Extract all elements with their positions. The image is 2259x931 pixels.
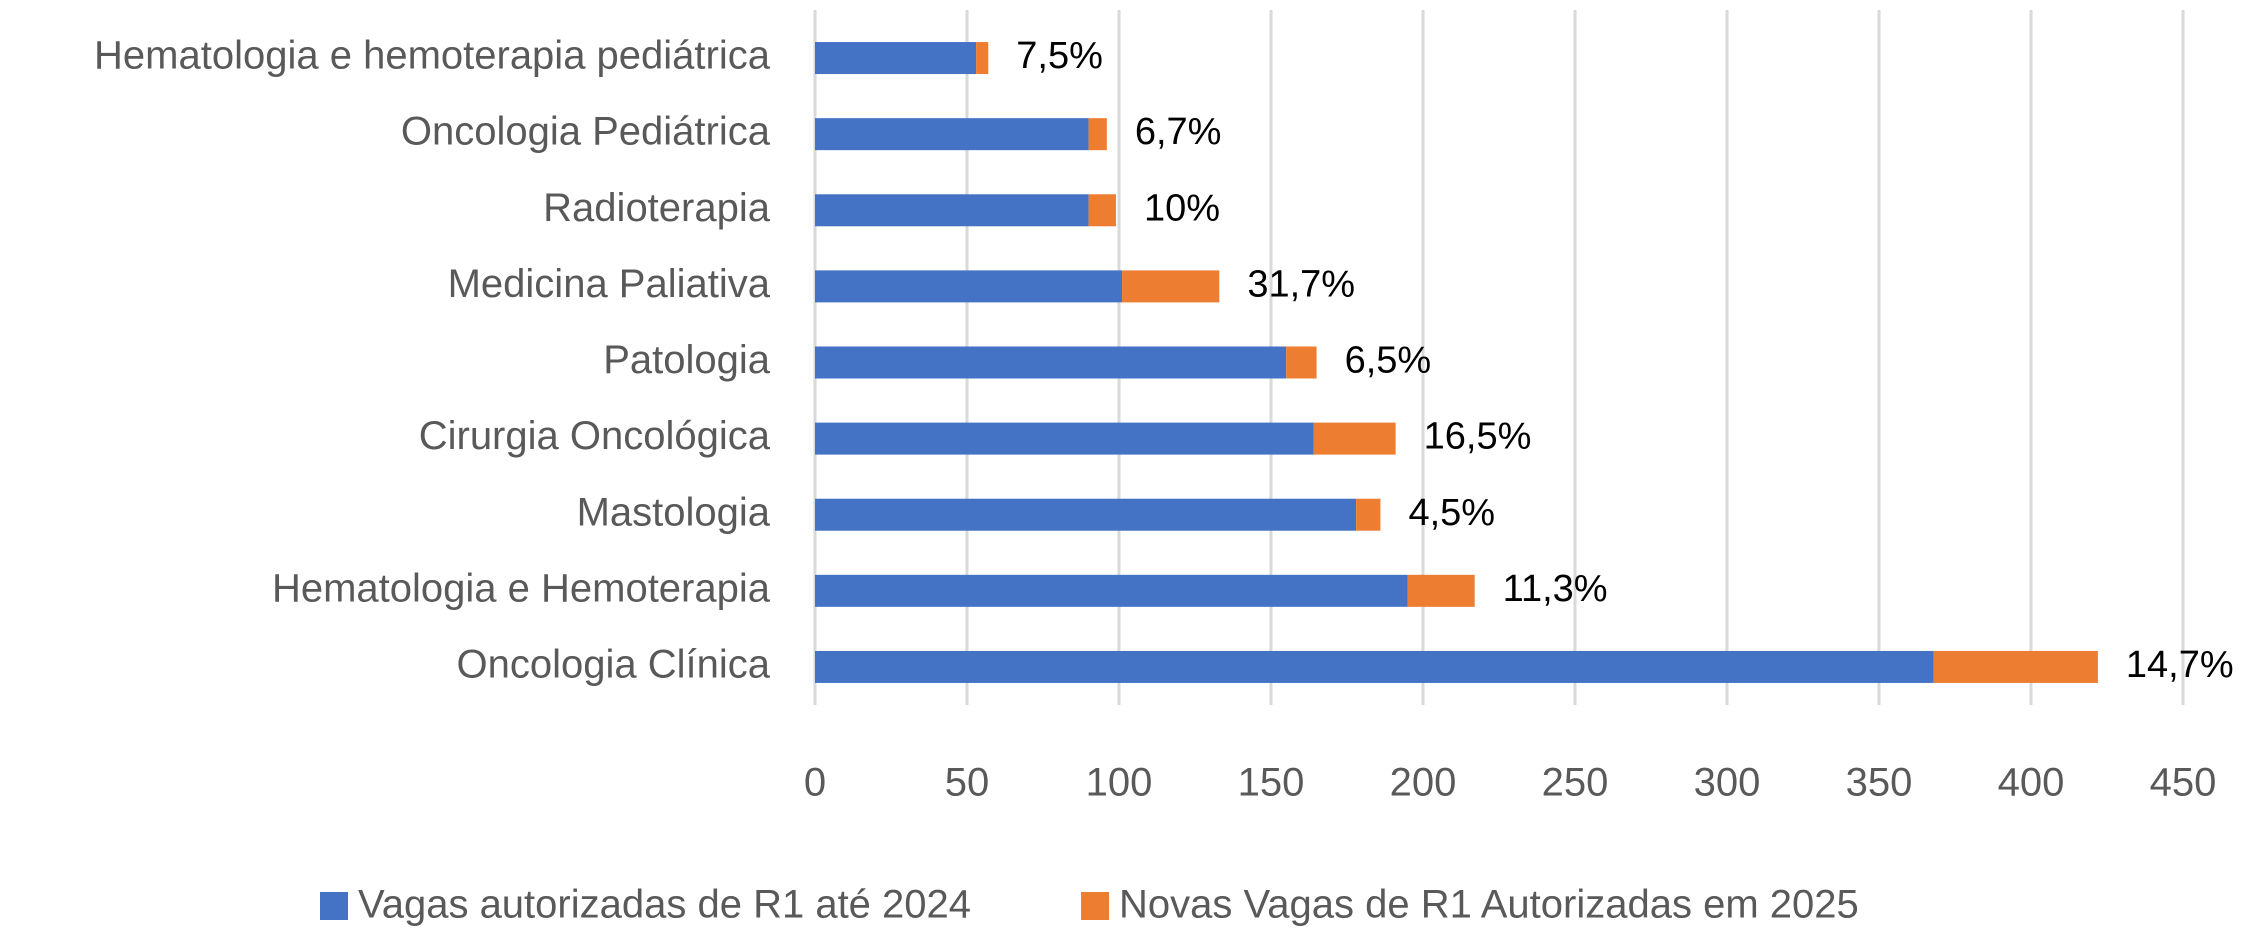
bar-segment	[1088, 118, 1107, 151]
bar-segment	[815, 118, 1089, 151]
x-tick-label: 450	[2150, 761, 2217, 805]
bar-segment	[815, 346, 1287, 379]
bar-segment	[815, 650, 1934, 683]
bar-segment	[815, 194, 1089, 227]
legend-swatch	[1081, 892, 1110, 920]
bar-segment	[1122, 270, 1220, 303]
bar-segment	[815, 498, 1357, 531]
data-label: 31,7%	[1247, 263, 1355, 305]
x-tick-label: 250	[1542, 761, 1609, 805]
data-label: 6,7%	[1135, 111, 1222, 153]
bar-segment	[1088, 194, 1116, 227]
bar-segment	[976, 42, 989, 75]
x-tick-label: 400	[1998, 761, 2065, 805]
y-tick-label: Mastologia	[577, 490, 771, 534]
bar-segment	[815, 42, 977, 75]
y-tick-label: Oncologia Clínica	[457, 643, 771, 687]
data-label: 7,5%	[1016, 35, 1103, 77]
data-label: 16,5%	[1424, 416, 1532, 458]
data-label: 11,3%	[1503, 568, 1608, 610]
y-tick-label: Cirurgia Oncológica	[419, 414, 771, 458]
legend-label: Vagas autorizadas de R1 até 2024	[358, 883, 971, 927]
data-label: 6,5%	[1345, 340, 1432, 382]
bar-segment	[815, 270, 1123, 303]
y-tick-label: Medicina Paliativa	[448, 262, 771, 306]
y-tick-label: Hematologia e Hemoterapia	[272, 566, 771, 610]
y-tick-label: Patologia	[603, 338, 771, 382]
x-tick-label: 300	[1694, 761, 1761, 805]
data-label: 4,5%	[1408, 492, 1495, 534]
y-tick-label: Hematologia e hemoterapia pediátrica	[94, 34, 771, 78]
bar-segment	[1356, 498, 1381, 531]
bar-segment	[815, 574, 1408, 607]
y-tick-label: Oncologia Pediátrica	[401, 110, 771, 154]
x-tick-label: 150	[1238, 761, 1305, 805]
bar-segment	[815, 422, 1314, 455]
data-label: 14,7%	[2126, 644, 2234, 686]
x-tick-label: 200	[1390, 761, 1457, 805]
data-label: 10%	[1144, 187, 1220, 229]
legend-swatch	[320, 892, 348, 920]
x-tick-label: 100	[1086, 761, 1153, 805]
bar-segment	[1933, 650, 2098, 683]
bar-segment	[1407, 574, 1475, 607]
x-tick-label: 350	[1846, 761, 1913, 805]
bar-segment	[1313, 422, 1396, 455]
x-tick-label: 0	[804, 761, 826, 805]
bar-segment	[1286, 346, 1317, 379]
legend-label: Novas Vagas de R1 Autorizadas em 2025	[1119, 883, 1859, 927]
y-tick-label: Radioterapia	[543, 186, 771, 230]
x-tick-label: 50	[945, 761, 990, 805]
